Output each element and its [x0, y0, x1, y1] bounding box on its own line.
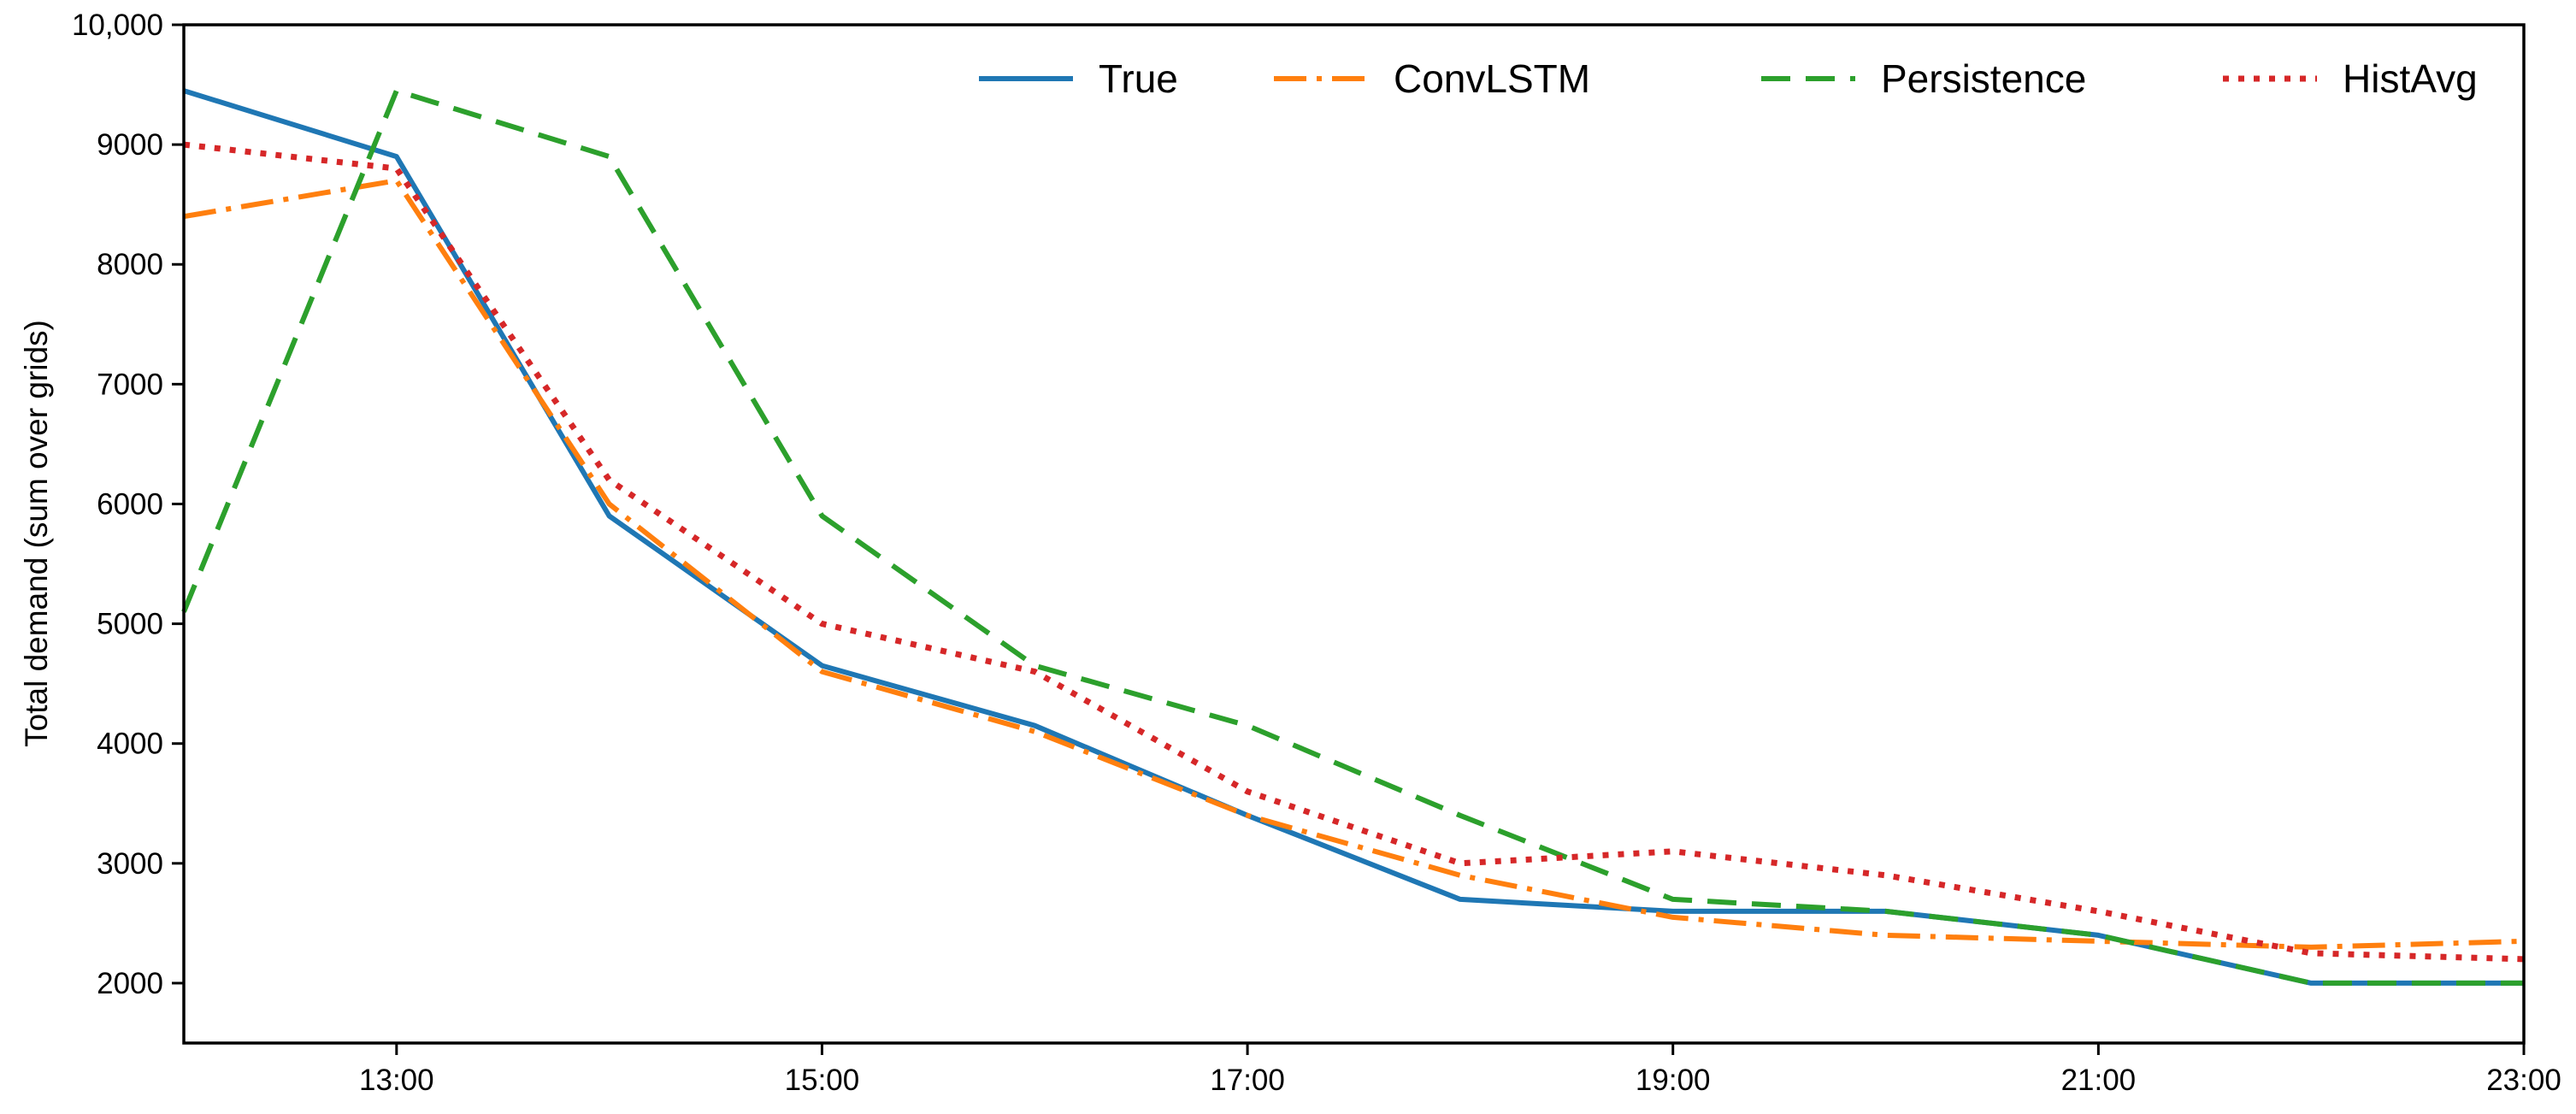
legend-label-persistence: Persistence [1881, 56, 2086, 101]
x-tick-label: 15:00 [785, 1064, 860, 1097]
y-tick-label: 8000 [97, 248, 163, 281]
y-tick-label: 9000 [97, 128, 163, 162]
y-tick-label: 6000 [97, 487, 163, 521]
y-tick-label: 4000 [97, 728, 163, 761]
series-line-true [183, 88, 2524, 986]
x-tick-label: 21:00 [2061, 1064, 2137, 1097]
series-layer [181, 88, 2525, 986]
series-line-histavg [183, 141, 2525, 963]
legend-label-convlstm: ConvLSTM [1394, 56, 1590, 101]
legend-label-true: True [1099, 56, 1178, 101]
legend: True ConvLSTM Persistence HistAvg [979, 56, 2478, 101]
legend-label-histavg: HistAvg [2343, 56, 2478, 101]
y-tick-label: 5000 [97, 608, 163, 641]
y-axis: 2000 3000 4000 5000 6000 7000 8000 9000 10,000 [72, 9, 184, 1000]
x-axis: 13:00 15:00 17:00 19:00 21:00 23:00 [359, 1043, 2561, 1097]
plot-frame [182, 23, 2526, 1045]
y-tick-label: 2000 [97, 967, 163, 1000]
series-line-convlstm [183, 178, 2525, 950]
y-tick-label: 7000 [97, 368, 163, 401]
series-line-persistence [181, 88, 2524, 986]
y-axis-title: Total demand (sum over grids) [19, 320, 54, 747]
x-tick-label: 13:00 [359, 1064, 434, 1097]
x-tick-label: 19:00 [1636, 1064, 1711, 1097]
y-tick-label: 10,000 [72, 9, 163, 42]
x-tick-label: 23:00 [2486, 1064, 2561, 1097]
y-tick-label: 3000 [97, 847, 163, 881]
x-tick-label: 17:00 [1210, 1064, 1285, 1097]
